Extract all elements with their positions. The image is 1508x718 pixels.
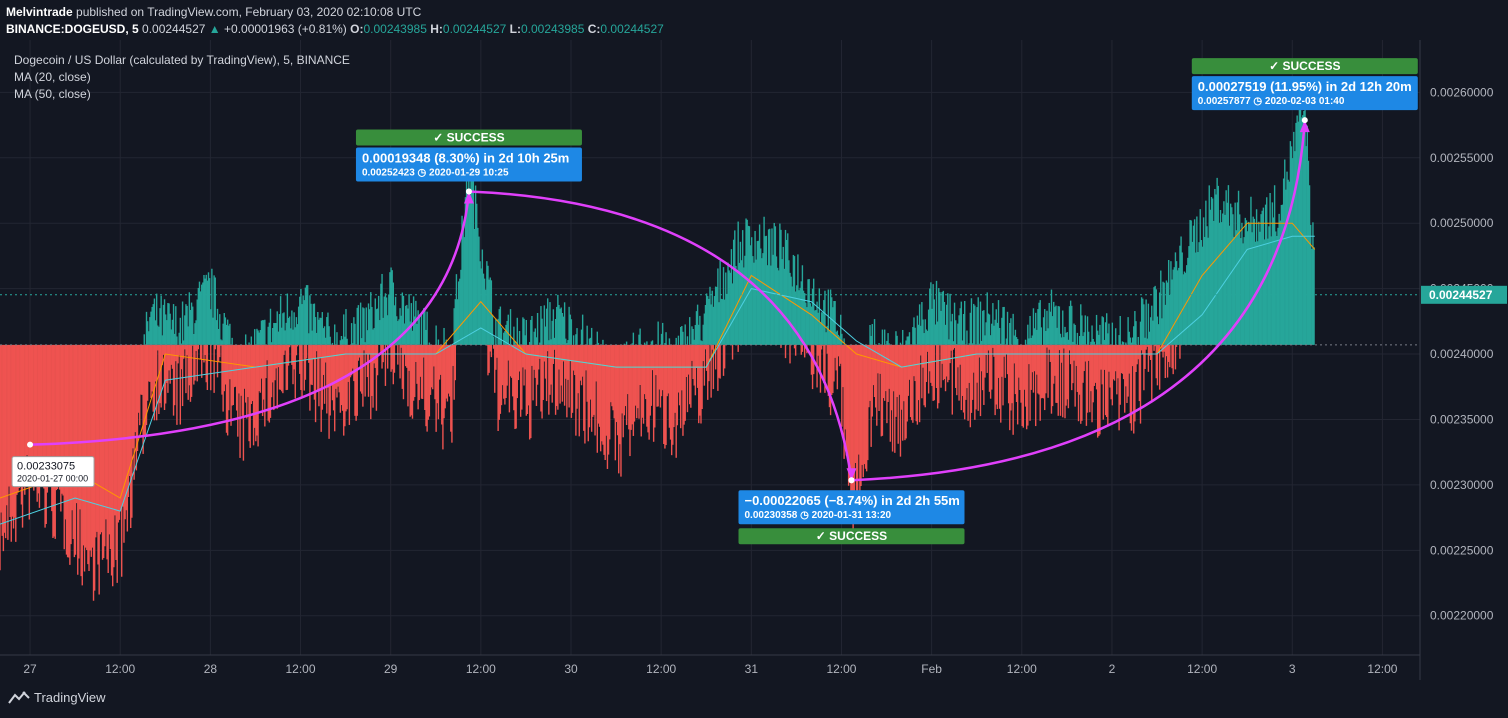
x-tick-label: 3 (1289, 662, 1296, 676)
x-tick-label: Feb (921, 662, 942, 676)
start-point (465, 188, 472, 195)
y-tick-label: 0.00220000 (1430, 609, 1494, 623)
footer-brand[interactable]: TradingView (8, 690, 106, 705)
close-label: C: (587, 22, 601, 36)
x-tick-label: 2 (1109, 662, 1116, 676)
published-text: published on TradingView.com, February 0… (72, 5, 422, 19)
high-value: 0.00244527 (442, 22, 507, 36)
footer-brand-label: TradingView (34, 690, 106, 705)
measure-callout (355, 147, 582, 182)
x-tick-label: 12:00 (1007, 662, 1037, 676)
open-label: O: (350, 22, 364, 36)
arrow-head (463, 191, 474, 204)
y-tick-label: 0.00225000 (1430, 543, 1494, 557)
publish-info: Melvintrade published on TradingView.com… (6, 5, 421, 19)
tradingview-logo-icon (8, 691, 30, 704)
x-tick-label: 27 (23, 662, 37, 676)
projection-arrow (851, 120, 1307, 482)
legend-title[interactable]: Dogecoin / US Dollar (calculated by Trad… (14, 53, 350, 67)
ohlc-bar: BINANCE:DOGEUSD, 5 0.00244527 ▲ +0.00001… (6, 22, 664, 36)
projection-arrow (30, 191, 471, 446)
measure-callout (738, 490, 965, 525)
y-tick-label: 0.00260000 (1430, 85, 1494, 99)
measure-callout-sub: 0.00252423 ◷ 2020-01-29 10:25 (362, 167, 509, 178)
x-tick-label: 12:00 (1367, 662, 1397, 676)
x-tick-label: 12:00 (286, 662, 316, 676)
success-badge-label: ✓ SUCCESS (433, 130, 504, 144)
change-arrow-icon: ▲ (208, 22, 221, 36)
symbol-label: BINANCE:DOGEUSD, 5 (6, 22, 139, 36)
price-spikes (0, 99, 1315, 601)
start-callout (11, 456, 95, 488)
legend-ma50[interactable]: MA (50, close) (14, 87, 91, 101)
measure-callout-sub: 0.00230358 ◷ 2020-01-31 13:20 (744, 510, 891, 521)
success-badge (738, 528, 965, 545)
author-name[interactable]: Melvintrade (6, 5, 73, 19)
measure-callout (1191, 76, 1418, 111)
last-price-badge (1421, 285, 1507, 304)
last-price: 0.00244527 (142, 22, 206, 36)
low-value: 0.00243985 (520, 22, 585, 36)
measure-callout-sub: 0.00257877 ◷ 2020-02-03 01:40 (1198, 96, 1345, 107)
price-change: +0.00001963 (+0.81%) (224, 22, 347, 36)
success-badge (1191, 58, 1418, 75)
start-point (848, 477, 855, 484)
x-tick-label: 12:00 (826, 662, 856, 676)
x-tick-label: 30 (564, 662, 578, 676)
arrow-head (1299, 120, 1310, 133)
ma20-line (0, 222, 1316, 499)
y-tick-label: 0.00235000 (1430, 412, 1494, 426)
success-badge-label: ✓ SUCCESS (816, 529, 887, 543)
x-tick-label: 12:00 (646, 662, 676, 676)
high-label: H: (430, 22, 443, 36)
start-callout-price: 0.00233075 (17, 461, 75, 473)
open-value: 0.00243985 (363, 22, 427, 36)
x-tick-label: 28 (204, 662, 218, 676)
last-price-badge-label: 0.00244527 (1429, 288, 1493, 302)
y-tick-label: 0.00230000 (1430, 478, 1494, 492)
y-tick-label: 0.00240000 (1430, 347, 1494, 361)
close-value: 0.00244527 (600, 22, 664, 36)
x-tick-label: 12:00 (105, 662, 135, 676)
success-badge (355, 129, 582, 146)
measure-callout-main: 0.00027519 (11.95%) in 2d 12h 20m (1198, 79, 1412, 94)
projection-arrow (468, 190, 853, 481)
x-tick-label: 12:00 (466, 662, 496, 676)
arrow-head (846, 468, 857, 481)
measure-callout-main: 0.00019348 (8.30%) in 2d 10h 25m (362, 150, 569, 165)
start-point (27, 441, 34, 448)
success-badge-label: ✓ SUCCESS (1269, 59, 1340, 73)
ma50-line (0, 235, 1315, 525)
legend-ma20[interactable]: MA (20, close) (14, 70, 91, 84)
end-point (1301, 117, 1308, 124)
start-callout-date: 2020-01-27 00:00 (17, 474, 88, 484)
measure-callout-main: −0.00022065 (−8.74%) in 2d 2h 55m (744, 493, 959, 508)
x-tick-label: 29 (384, 662, 398, 676)
x-tick-label: 12:00 (1187, 662, 1217, 676)
y-tick-label: 0.00250000 (1430, 216, 1494, 230)
low-label: L: (509, 22, 521, 36)
x-tick-label: 31 (745, 662, 759, 676)
y-tick-label: 0.00255000 (1430, 151, 1494, 165)
